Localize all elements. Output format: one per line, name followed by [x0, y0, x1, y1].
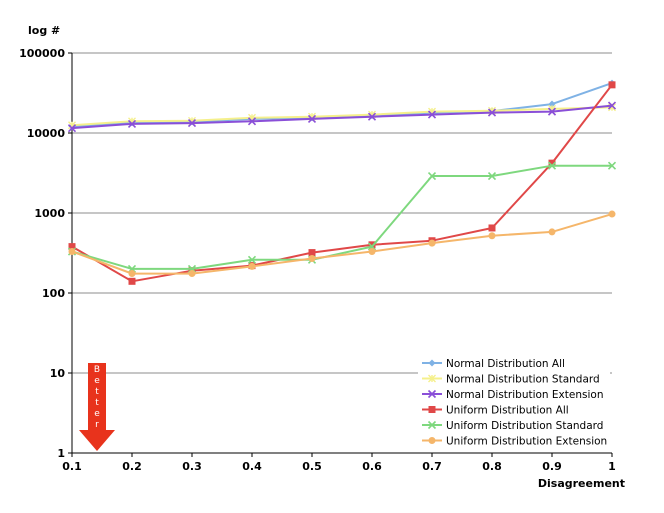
- data-point: [247, 117, 257, 126]
- legend-item: Uniform Distribution Extension: [422, 436, 607, 448]
- data-point: [607, 161, 617, 170]
- data-point: [428, 374, 436, 383]
- series-line: [71, 106, 613, 127]
- data-point: [68, 243, 76, 251]
- legend-item: Normal Distribution All: [422, 358, 565, 370]
- data-point: [427, 110, 437, 119]
- x-tick-label: 0.9: [542, 460, 562, 473]
- series-line: [71, 164, 612, 270]
- series-2: [67, 101, 617, 133]
- data-point: [487, 171, 497, 181]
- legend-item: Normal Distribution Extension: [422, 389, 603, 401]
- y-tick-label: 10000: [27, 127, 66, 140]
- y-axis-label: log #: [28, 24, 60, 37]
- x-tick-label: 0.2: [122, 460, 142, 473]
- data-point: [68, 248, 76, 256]
- data-point: [487, 108, 497, 117]
- data-point: [488, 224, 496, 232]
- data-point: [547, 161, 557, 170]
- series-line: [71, 104, 613, 130]
- legend-label: Normal Distribution Standard: [446, 374, 600, 386]
- legend: Normal Distribution All Normal Distributi…: [418, 355, 610, 448]
- data-point: [547, 107, 557, 116]
- legend-label: Normal Distribution All: [446, 358, 565, 370]
- data-point: [368, 241, 376, 249]
- data-point: [368, 248, 376, 256]
- data-point: [307, 114, 317, 123]
- legend-box: [418, 355, 610, 448]
- data-point: [548, 228, 556, 236]
- data-point: [308, 254, 316, 262]
- x-tick-label: 0.3: [182, 460, 202, 473]
- series-5: [68, 210, 616, 278]
- data-point: [187, 119, 197, 128]
- legend-label: Normal Distribution Extension: [446, 389, 603, 401]
- data-point: [608, 81, 616, 89]
- legend-label: Uniform Distribution Standard: [446, 420, 603, 432]
- legend-item: Uniform Distribution Standard: [422, 420, 603, 432]
- x-tick-label: 0.1: [62, 460, 82, 473]
- series-0: [68, 79, 616, 131]
- data-point: [427, 389, 437, 399]
- series-1: [68, 103, 616, 130]
- y-tick-label: 1000: [34, 207, 65, 220]
- data-point: [428, 406, 436, 413]
- data-point: [67, 124, 77, 133]
- better-arrow: [79, 363, 115, 451]
- series-line: [71, 213, 613, 275]
- data-point: [428, 437, 436, 444]
- grid-lines: [72, 52, 612, 374]
- data-point: [247, 255, 257, 264]
- data-point: [128, 270, 136, 278]
- axes: 1 10 100 1000 10000 100000 0.1 0.2 0.3 0.4 0.5 0.6 0…: [19, 47, 616, 473]
- legend-label: Uniform Distribution Extension: [446, 436, 607, 448]
- x-tick-label: 0.6: [362, 460, 382, 473]
- x-tick-label: 0.8: [482, 460, 502, 473]
- y-tick-label: 1: [57, 447, 65, 460]
- legend-label: Uniform Distribution All: [446, 405, 569, 417]
- x-tick-label: 0.7: [422, 460, 442, 473]
- y-tick-label: 10: [50, 367, 66, 380]
- data-point: [428, 239, 436, 247]
- data-point: [127, 119, 137, 128]
- data-point: [427, 420, 437, 430]
- series-line: [71, 82, 613, 128]
- series-4: [67, 161, 617, 273]
- x-tick-label: 0.5: [302, 460, 322, 473]
- series-lines: [67, 79, 617, 285]
- data-point: [188, 270, 196, 278]
- data-point: [428, 359, 436, 367]
- series-line: [71, 84, 613, 283]
- data-point: [248, 262, 256, 270]
- legend-item: Uniform Distribution All: [422, 405, 569, 417]
- x-axis-label: Disagreement: [538, 477, 625, 490]
- data-point: [548, 100, 556, 108]
- data-point: [308, 249, 316, 257]
- data-point: [427, 171, 437, 181]
- legend-item: Normal Distribution Standard: [422, 374, 600, 386]
- data-point: [548, 159, 556, 167]
- y-tick-label: 100000: [19, 47, 65, 60]
- x-tick-label: 1: [608, 460, 616, 473]
- y-tick-label: 100: [42, 287, 65, 300]
- data-point: [488, 232, 496, 240]
- data-point: [607, 101, 617, 110]
- x-tick-label: 0.4: [242, 460, 262, 473]
- data-point: [608, 210, 616, 218]
- data-point: [128, 277, 136, 285]
- data-point: [367, 112, 377, 121]
